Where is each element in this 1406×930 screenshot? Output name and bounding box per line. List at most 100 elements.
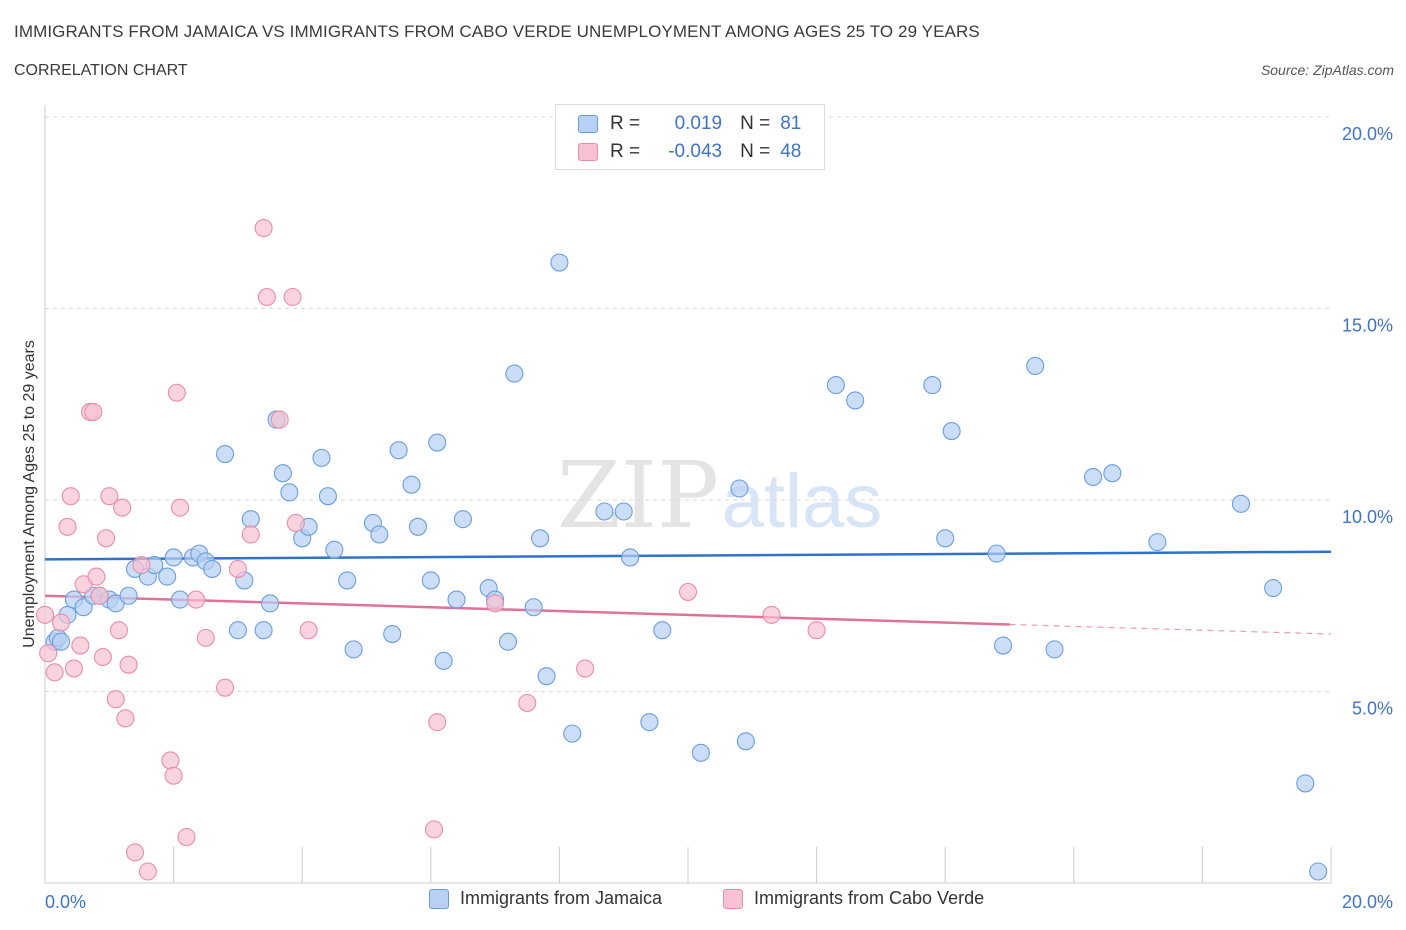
point-cabo-verde xyxy=(97,529,116,548)
point-jamaica xyxy=(203,559,222,578)
legend-row-cabo-verde: R = -0.043 N = 48 xyxy=(578,140,801,164)
point-cabo-verde xyxy=(87,567,106,586)
gridlines xyxy=(45,116,1331,692)
point-cabo-verde xyxy=(39,644,58,663)
point-jamaica xyxy=(158,567,177,586)
correlation-legend: R = 0.019 N = 81 R = -0.043 N = 48 xyxy=(555,104,825,170)
point-cabo-verde xyxy=(283,287,302,307)
y-tick-label: 10.0% xyxy=(1342,507,1393,527)
point-jamaica xyxy=(370,525,389,544)
point-jamaica xyxy=(531,529,550,548)
point-jamaica xyxy=(338,571,357,590)
point-cabo-verde xyxy=(228,559,247,578)
chart-title: IMMIGRANTS FROM JAMAICA VS IMMIGRANTS FR… xyxy=(14,22,980,41)
y-tick-label: 15.0% xyxy=(1342,316,1393,336)
point-jamaica xyxy=(280,483,299,502)
legend-r-value: -0.043 xyxy=(668,141,723,162)
watermark: ZIP atlas xyxy=(557,442,882,549)
point-jamaica xyxy=(260,594,280,613)
legend-item-cabo-verde[interactable]: Immigrants from Cabo Verde xyxy=(723,888,984,909)
point-cabo-verde xyxy=(64,659,83,678)
point-jamaica xyxy=(550,253,569,272)
point-jamaica xyxy=(614,502,633,521)
point-cabo-verde xyxy=(486,594,505,613)
point-jamaica xyxy=(318,487,337,506)
point-cabo-verde xyxy=(167,383,186,402)
point-jamaica xyxy=(1103,464,1122,483)
point-jamaica xyxy=(402,475,421,494)
point-cabo-verde xyxy=(58,517,77,536)
legend-n-label: N = xyxy=(740,141,771,162)
tick-labels: 5.0% 10.0% 15.0% 20.0% 0.0% 20.0% xyxy=(45,124,1393,912)
point-jamaica xyxy=(228,621,247,640)
watermark-atlas: atlas xyxy=(722,459,883,544)
point-jamaica xyxy=(1148,533,1167,552)
x-tick-label: 0.0% xyxy=(45,892,86,912)
point-cabo-verde xyxy=(762,605,781,624)
point-jamaica xyxy=(524,598,543,617)
point-jamaica xyxy=(215,444,235,464)
point-jamaica xyxy=(826,376,845,395)
point-cabo-verde xyxy=(161,751,180,770)
point-jamaica xyxy=(344,640,363,659)
chart-subtitle: CORRELATION CHART xyxy=(14,62,188,79)
legend-swatch-cabo-verde xyxy=(578,143,598,161)
point-jamaica xyxy=(254,621,273,640)
point-cabo-verde xyxy=(518,693,537,713)
legend-n-value: 48 xyxy=(780,141,802,162)
legend-r-label: R = xyxy=(610,141,641,162)
point-jamaica xyxy=(994,636,1013,655)
point-cabo-verde xyxy=(241,525,260,544)
point-jamaica xyxy=(987,544,1006,563)
trend-extension-cabo-verde xyxy=(1009,623,1332,635)
point-jamaica xyxy=(653,621,672,640)
point-cabo-verde xyxy=(286,513,305,533)
point-jamaica xyxy=(434,651,453,670)
point-jamaica xyxy=(498,632,518,651)
axes xyxy=(44,105,1332,884)
point-cabo-verde xyxy=(132,556,151,575)
y-tick-label: 5.0% xyxy=(1352,699,1393,719)
point-jamaica xyxy=(312,448,331,467)
point-jamaica xyxy=(595,502,614,521)
series-legend: Immigrants from Jamaica Immigrants from … xyxy=(0,888,1406,916)
point-cabo-verde xyxy=(52,613,71,632)
point-cabo-verde xyxy=(196,628,215,647)
watermark-zip: ZIP xyxy=(557,442,719,549)
point-cabo-verde xyxy=(424,820,444,839)
point-cabo-verde xyxy=(170,498,190,517)
legend-swatch-jamaica xyxy=(578,115,598,133)
point-jamaica xyxy=(408,517,427,536)
point-cabo-verde xyxy=(90,586,109,605)
point-cabo-verde xyxy=(100,487,119,506)
point-jamaica xyxy=(1309,862,1328,881)
point-jamaica xyxy=(389,441,408,460)
point-jamaica xyxy=(736,732,755,751)
point-jamaica xyxy=(1296,774,1315,793)
point-cabo-verde xyxy=(93,647,112,667)
point-jamaica xyxy=(621,548,640,567)
point-cabo-verde xyxy=(254,219,273,238)
point-jamaica xyxy=(1264,579,1283,598)
legend-row-jamaica: R = 0.019 N = 81 xyxy=(578,112,801,136)
point-cabo-verde xyxy=(113,498,132,517)
point-jamaica xyxy=(1026,356,1045,376)
point-jamaica xyxy=(170,590,190,609)
point-jamaica xyxy=(923,376,942,395)
point-cabo-verde xyxy=(71,636,90,655)
legend-item-jamaica[interactable]: Immigrants from Jamaica xyxy=(429,888,662,909)
point-jamaica xyxy=(241,510,260,529)
source-credit: Source: ZipAtlas.com xyxy=(1260,62,1394,78)
legend-label-cabo-verde: Immigrants from Cabo Verde xyxy=(754,888,985,908)
point-cabo-verde xyxy=(299,621,318,640)
legend-n-value: 81 xyxy=(780,113,802,134)
point-jamaica xyxy=(505,364,524,383)
trend-line-jamaica xyxy=(44,550,1332,561)
point-jamaica xyxy=(936,529,955,548)
point-jamaica xyxy=(447,590,466,609)
point-cabo-verde xyxy=(177,827,196,847)
x-tick-label: 20.0% xyxy=(1342,892,1393,912)
point-cabo-verde xyxy=(61,487,80,506)
point-cabo-verde xyxy=(35,605,55,624)
